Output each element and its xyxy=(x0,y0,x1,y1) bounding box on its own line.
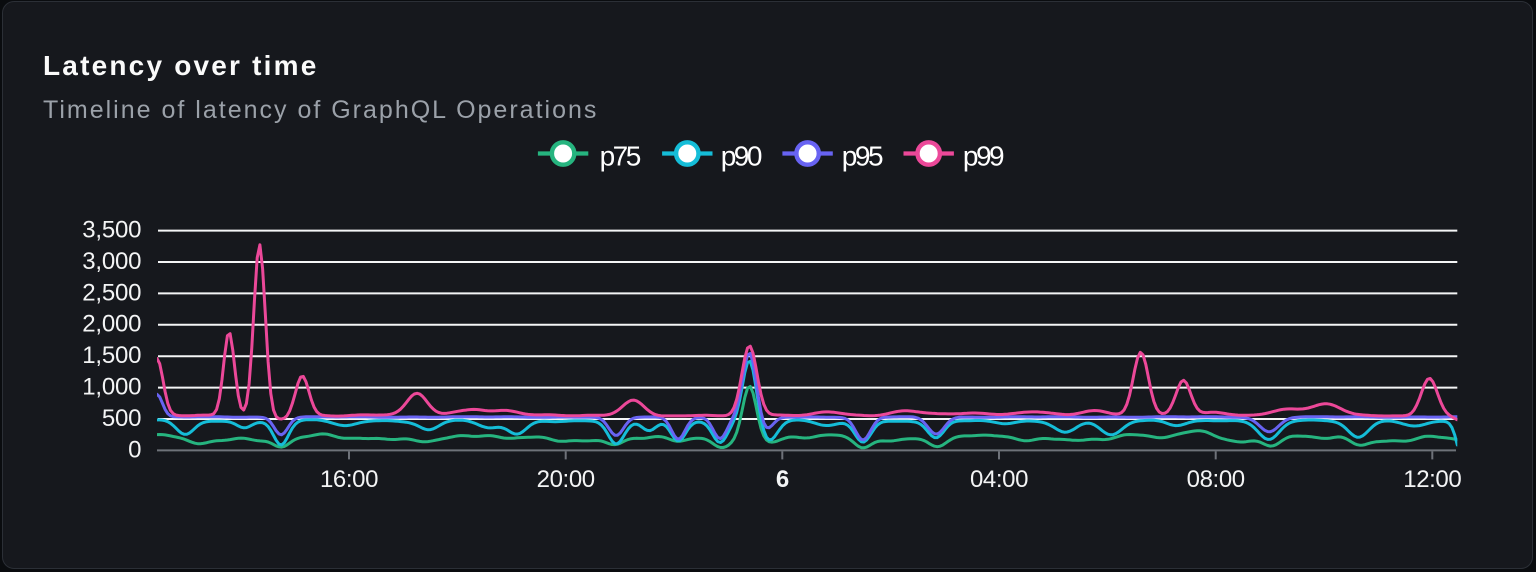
svg-text:12:00: 12:00 xyxy=(1403,466,1461,493)
svg-text:3,500: 3,500 xyxy=(82,217,141,244)
svg-text:500: 500 xyxy=(102,405,141,432)
svg-text:2,000: 2,000 xyxy=(82,311,141,338)
svg-text:p90: p90 xyxy=(721,141,762,172)
svg-text:08:00: 08:00 xyxy=(1187,466,1245,493)
svg-text:6: 6 xyxy=(776,466,789,493)
svg-text:1,000: 1,000 xyxy=(82,374,141,401)
svg-text:p95: p95 xyxy=(842,141,883,172)
svg-text:20:00: 20:00 xyxy=(537,466,595,493)
svg-text:2,500: 2,500 xyxy=(82,279,141,306)
svg-text:16:00: 16:00 xyxy=(320,466,378,493)
svg-text:0: 0 xyxy=(128,436,141,463)
svg-text:3,000: 3,000 xyxy=(82,248,141,275)
svg-text:p99: p99 xyxy=(963,141,1004,172)
svg-text:1,500: 1,500 xyxy=(82,342,141,369)
svg-text:04:00: 04:00 xyxy=(970,466,1028,493)
svg-text:p75: p75 xyxy=(600,141,641,172)
